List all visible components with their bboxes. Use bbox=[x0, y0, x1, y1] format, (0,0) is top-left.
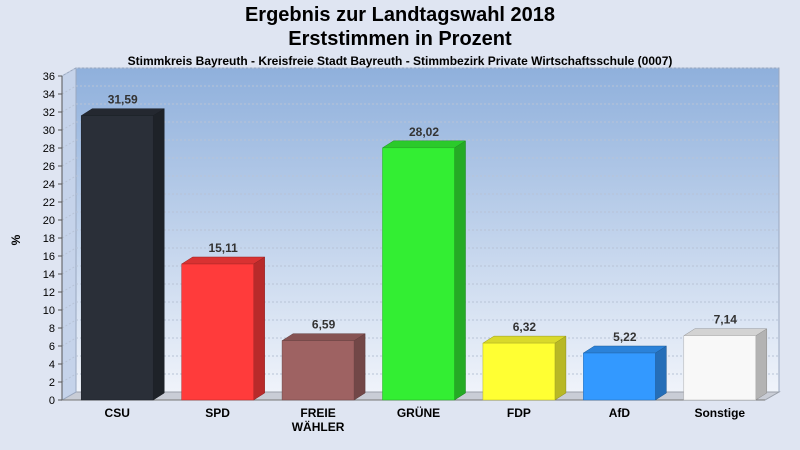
y-tick-label: 16 bbox=[43, 251, 55, 263]
data-label: 5,22 bbox=[613, 330, 637, 344]
data-label: 28,02 bbox=[409, 125, 439, 139]
y-tick-label: 26 bbox=[43, 161, 55, 173]
y-tick-label: 12 bbox=[43, 287, 55, 299]
gridline-diag bbox=[61, 211, 77, 221]
x-tick-label: FREIE bbox=[300, 406, 335, 420]
bar-side bbox=[454, 140, 466, 401]
gridline-diag bbox=[61, 139, 77, 149]
bar-top bbox=[381, 140, 467, 149]
bar-side bbox=[554, 335, 567, 401]
y-tick-label: 24 bbox=[43, 179, 55, 191]
y-tick-label: 30 bbox=[43, 125, 55, 137]
gridline-diag bbox=[61, 247, 77, 257]
bar-side bbox=[755, 328, 768, 401]
bar-side bbox=[353, 333, 366, 401]
bar-top bbox=[582, 345, 668, 354]
gridline-diag bbox=[61, 283, 77, 293]
x-tick-label: FDP bbox=[507, 406, 531, 420]
y-tick-label: 2 bbox=[49, 377, 55, 389]
x-tick-label: Sonstige bbox=[694, 406, 745, 420]
y-tick-label: 32 bbox=[43, 107, 55, 119]
y-axis-label: % bbox=[9, 234, 23, 245]
bar-top bbox=[482, 335, 567, 344]
y-tick-label: 4 bbox=[49, 359, 55, 371]
bar-top bbox=[80, 108, 166, 116]
data-label: 31,59 bbox=[108, 93, 138, 107]
gridline-diag bbox=[61, 301, 77, 311]
bar-side bbox=[655, 345, 667, 401]
chart-title: Ergebnis zur Landtagswahl 2018 bbox=[244, 4, 556, 26]
bar-top bbox=[281, 333, 366, 341]
gridline-diag bbox=[61, 121, 77, 131]
bar bbox=[281, 340, 355, 401]
bar-top bbox=[682, 328, 768, 336]
x-tick-label: WÄHLER bbox=[292, 419, 345, 434]
y-tick-label: 22 bbox=[43, 197, 55, 209]
gridline-diag bbox=[61, 355, 77, 365]
y-tick-label: 18 bbox=[43, 233, 55, 245]
gridline-diag bbox=[61, 175, 77, 185]
data-label: 6,32 bbox=[513, 320, 537, 334]
y-tick-label: 14 bbox=[43, 269, 55, 281]
bar-side bbox=[152, 108, 165, 401]
gridline-diag bbox=[61, 373, 77, 383]
data-label: 15,11 bbox=[208, 241, 238, 255]
data-label: 7,14 bbox=[714, 313, 738, 327]
gridline-diag bbox=[61, 103, 77, 113]
x-tick-label: GRÜNE bbox=[397, 405, 440, 420]
y-tick-label: 28 bbox=[43, 143, 55, 155]
y-tick-label: 6 bbox=[49, 341, 55, 353]
x-tick-label: AfD bbox=[609, 406, 631, 420]
chart-caption: Stimmkreis Bayreuth - Kreisfreie Stadt B… bbox=[127, 54, 673, 68]
bar bbox=[482, 342, 556, 401]
gridline-diag bbox=[61, 157, 77, 167]
y-tick-label: 0 bbox=[49, 395, 55, 407]
gridline-diag bbox=[61, 319, 77, 329]
bar bbox=[181, 263, 254, 401]
bar bbox=[80, 115, 154, 401]
gridline-diag bbox=[61, 85, 77, 95]
gridline-diag bbox=[61, 265, 77, 275]
data-label: 6,59 bbox=[312, 318, 336, 332]
bar-top bbox=[180, 256, 266, 265]
bar bbox=[683, 335, 757, 401]
bar-side bbox=[253, 256, 265, 401]
bar bbox=[583, 352, 656, 401]
chart-subtitle: Erststimmen in Prozent bbox=[288, 28, 512, 50]
gridline-diag bbox=[61, 193, 77, 203]
y-tick-label: 34 bbox=[43, 89, 55, 101]
x-tick-label: CSU bbox=[105, 406, 130, 420]
y-tick-label: 20 bbox=[43, 215, 55, 227]
x-tick-label: SPD bbox=[205, 406, 230, 420]
y-tick-label: 36 bbox=[43, 71, 55, 83]
y-tick-label: 8 bbox=[49, 323, 55, 335]
bar bbox=[382, 147, 455, 401]
gridline-diag bbox=[61, 229, 77, 239]
y-tick-label: 10 bbox=[43, 305, 55, 317]
gridline-diag bbox=[61, 337, 77, 347]
gridline-diag bbox=[61, 67, 77, 77]
